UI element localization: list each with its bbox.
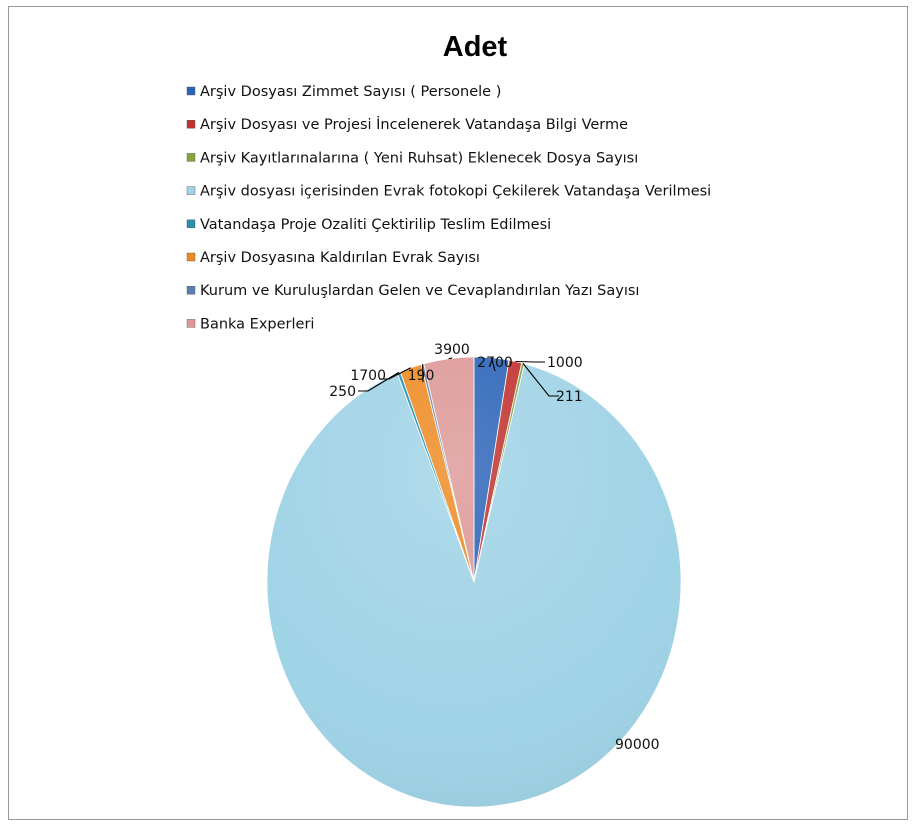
legend: Arşiv Dosyası Zimmet Sayısı ( Personele … [186, 84, 711, 332]
legend-swatch-8 [186, 319, 196, 328]
legend-label-3: Arşiv Kayıtlarınalarına ( Yeni Ruhsat) E… [200, 150, 638, 166]
pie-chart: Adet Arşiv Dosyası Zimmet Sayısı ( Perso… [186, 31, 711, 808]
leader-line-3 [522, 363, 559, 397]
leader-line-1 [490, 357, 496, 372]
legend-swatch-3 [186, 153, 196, 162]
chart-title: Adet [443, 31, 508, 63]
legend-label-1: Arşiv Dosyası Zimmet Sayısı ( Personele … [200, 84, 501, 100]
legend-label-6: Arşiv Dosyasına Kaldırılan Evrak Sayısı [200, 250, 480, 266]
legend-label-5: Vatandaşa Proje Ozaliti Çektirilip Tesli… [200, 217, 551, 233]
data-label-2: 1000 [547, 355, 583, 371]
data-label-8: 3900 [434, 342, 470, 358]
chart-area: Adet Arşiv Dosyası Zimmet Sayısı ( Perso… [8, 6, 908, 820]
leader-line-2 [515, 360, 545, 363]
data-label-3: 211 [556, 389, 583, 405]
legend-label-4: Arşiv dosyası içerisinden Evrak fotokopi… [200, 184, 711, 200]
legend-label-2: Arşiv Dosyası ve Projesi İncelenerek Vat… [200, 115, 628, 133]
data-label-4: 90000 [615, 737, 660, 753]
data-label-5: 250 [329, 384, 356, 400]
legend-swatch-5 [186, 219, 196, 229]
leader-lines [358, 357, 559, 397]
legend-label-8: Banka Experleri [200, 316, 314, 332]
leader-line-8 [448, 357, 453, 360]
data-label-6: 1700 [350, 368, 386, 384]
data-label-1: 2700 [477, 355, 513, 371]
legend-swatch-7 [186, 286, 196, 295]
legend-swatch-1 [186, 86, 196, 96]
legend-swatch-6 [186, 252, 196, 262]
leader-line-6 [379, 367, 411, 380]
data-label-7: 190 [408, 368, 435, 384]
legend-label-7: Kurum ve Kuruluşlardan Gelen ve Cevaplan… [200, 283, 639, 299]
legend-swatch-2 [186, 119, 196, 129]
legend-swatch-4 [186, 186, 196, 195]
